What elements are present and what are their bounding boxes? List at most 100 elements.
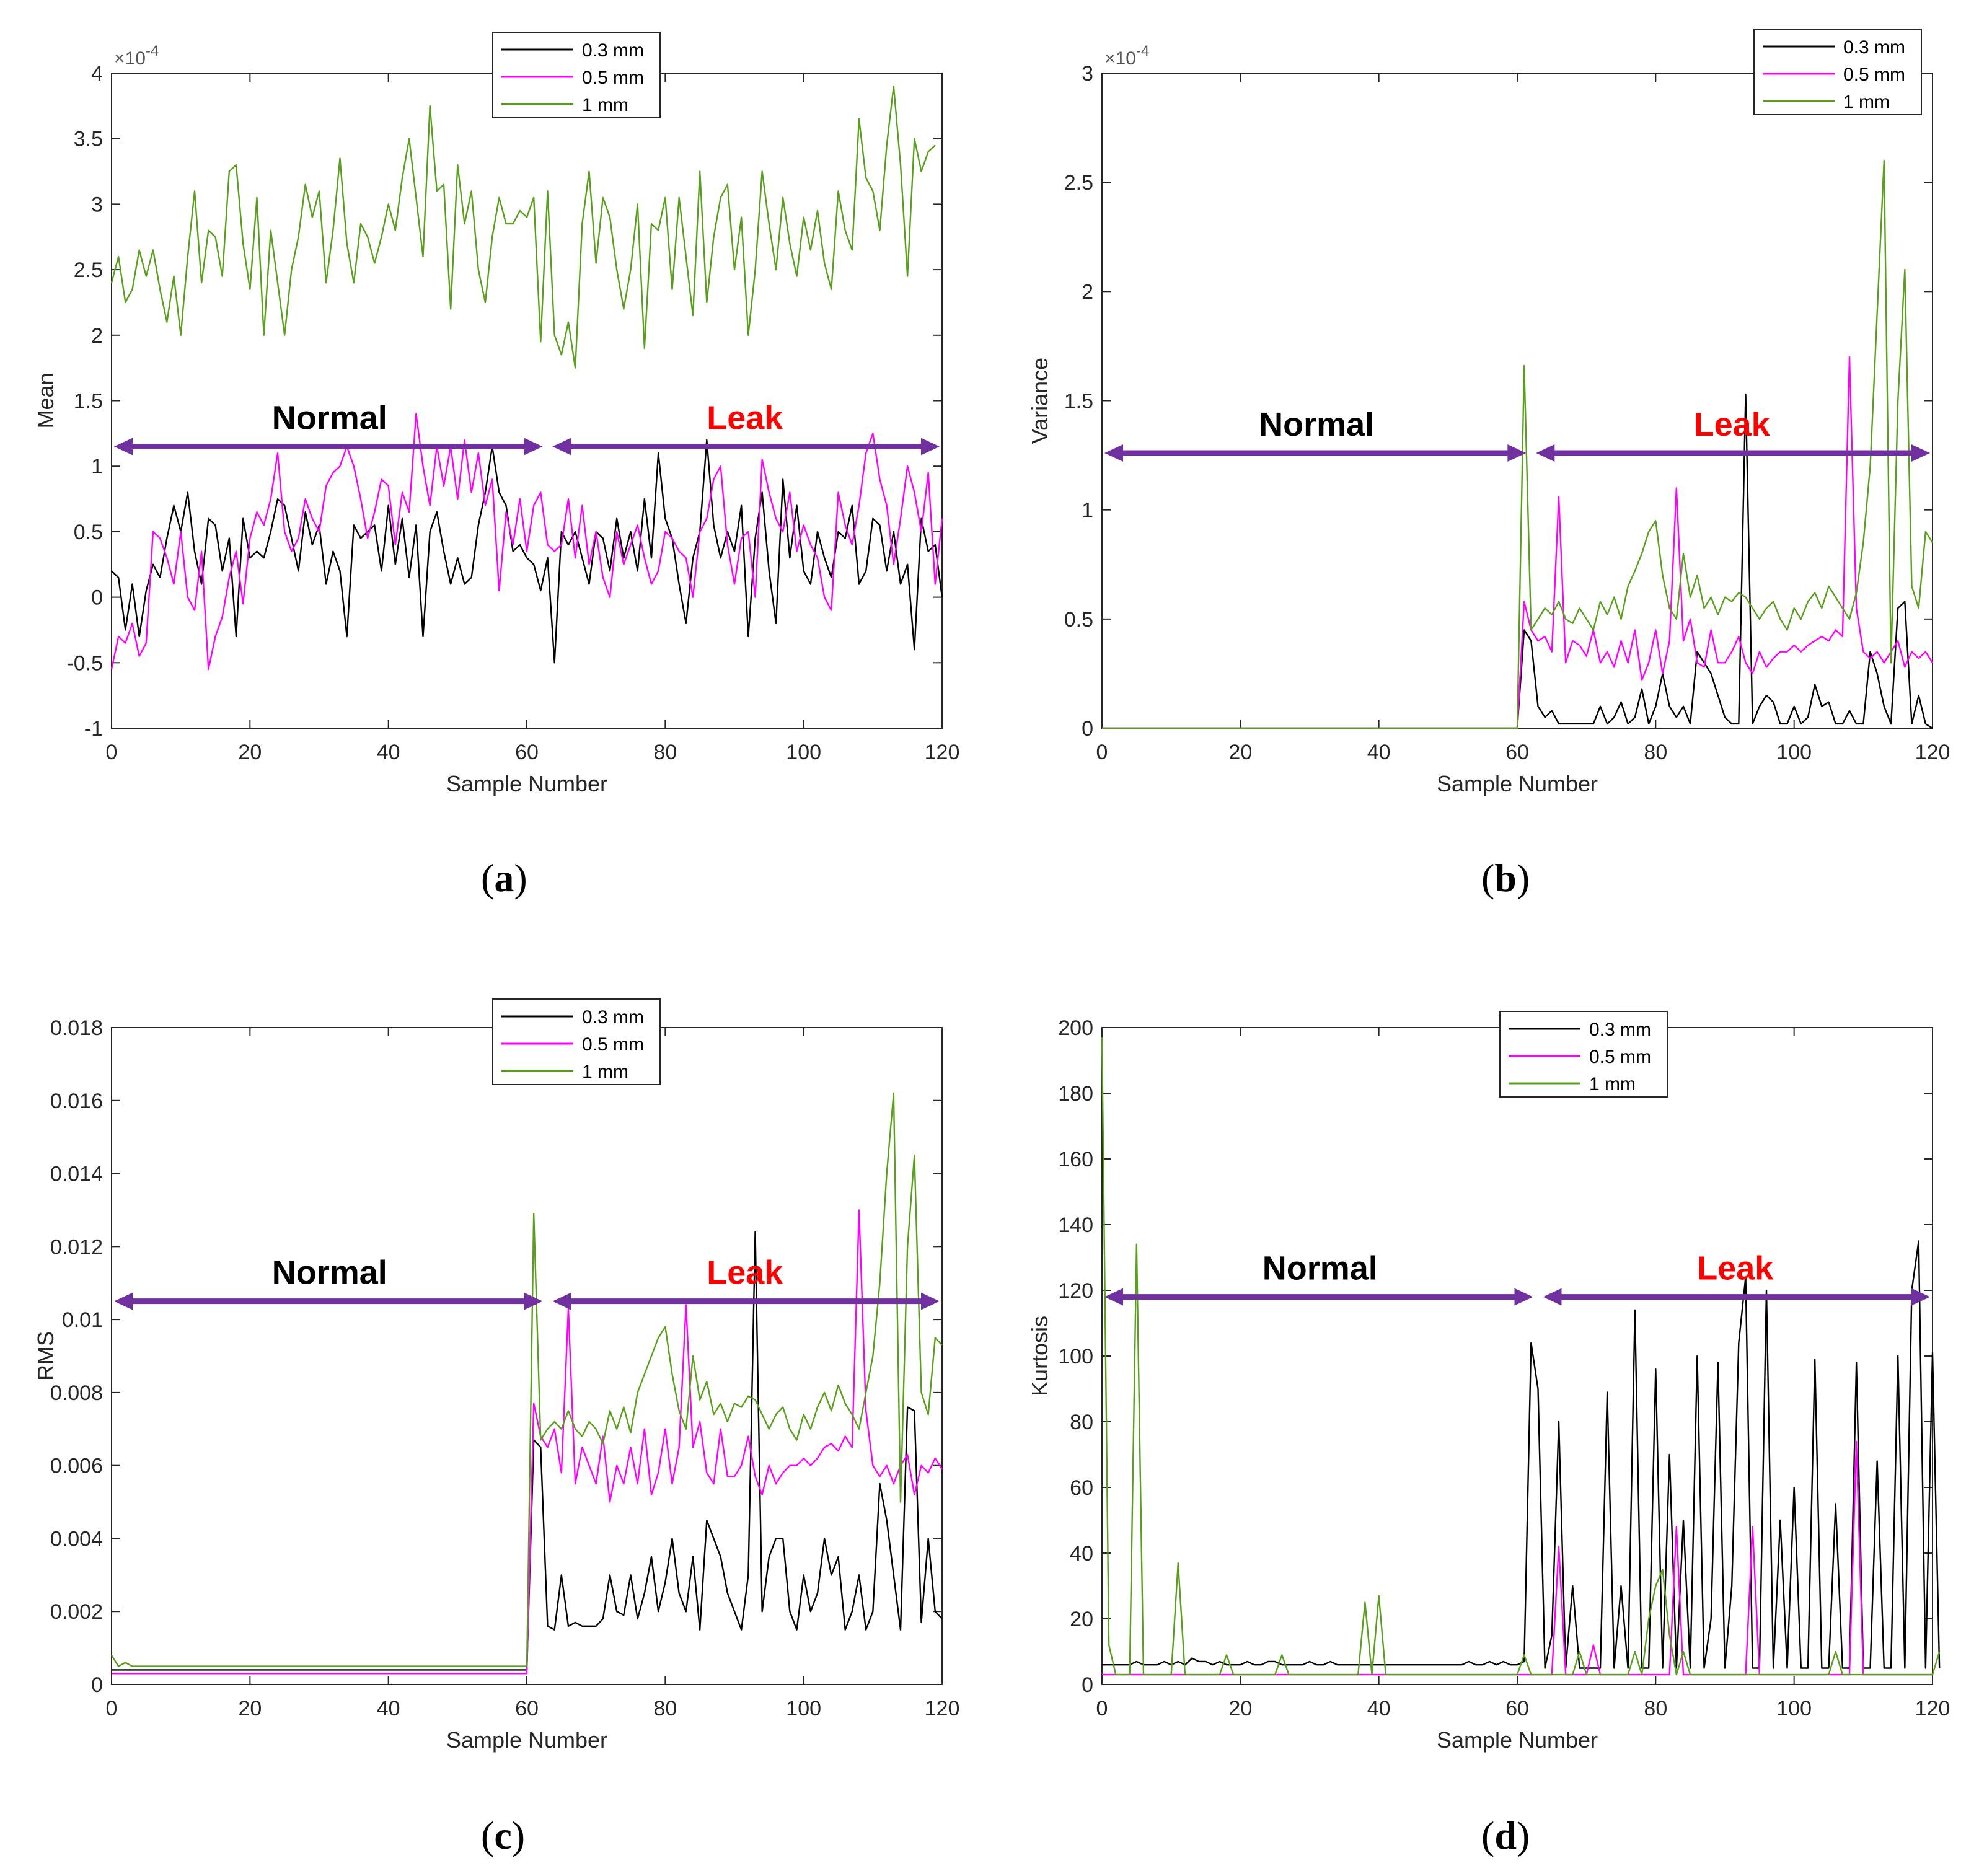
chart-a-plot-area [111,73,943,729]
chart-c-legend-label: 0.3 mm [582,1007,644,1028]
chart-c-y-tick-label: 0.018 [50,1016,103,1040]
chart-b-x-tick-label: 100 [1776,741,1812,764]
chart-a-y-tick-label: 2.5 [74,258,103,282]
chart-b-x-tick-label: 40 [1367,741,1391,764]
chart-c-leak-arrow-head-left [552,1292,571,1310]
chart-a-x-tick-label: 60 [515,741,539,764]
chart-b-exponent-power: -4 [1136,43,1149,59]
chart-b-x-axis-label: Sample Number [1437,771,1598,796]
chart-c-y-axis-label: RMS [33,1331,58,1381]
chart-c-x-tick-label: 20 [238,1697,262,1720]
chart-d-x-axis-label: Sample Number [1437,1727,1598,1753]
panel-label-d: (d) [1481,1813,1530,1857]
chart-a-y-tick-label: 0 [91,586,103,610]
chart-b-normal-region-label: Normal [1259,406,1374,443]
chart-a-y-tick-label: -0.5 [66,651,103,675]
chart-a-x-tick-label: 100 [786,741,821,764]
chart-c-normal-arrow-head-right [524,1292,543,1310]
chart-a-x-axis-label: Sample Number [446,771,607,796]
chart-b-legend-label: 0.3 mm [1843,37,1905,58]
chart-b-x-tick-label: 120 [1915,741,1950,764]
chart-d-y-tick-label: 140 [1058,1213,1093,1237]
chart-d-series-1-mm-line [1101,1037,1941,1676]
chart-c-x-tick-label: 80 [653,1697,677,1720]
chart-d-normal-region-label: Normal [1263,1250,1378,1287]
chart-c-y-tick-label: 0 [91,1673,103,1697]
chart-c-plot-area [111,1027,943,1685]
chart-b-x-tick-label: 0 [1096,741,1108,764]
chart-a-legend-label: 1 mm [582,95,628,115]
chart-c-normal-region-label: Normal [272,1254,387,1292]
chart-b-legend-label: 1 mm [1843,92,1890,112]
chart-d-x-tick-label: 100 [1776,1697,1812,1720]
chart-c-series-1-mm-line [110,1092,943,1667]
chart-b-y-axis-label: Variance [1027,358,1052,444]
chart-c-x-tick-label: 100 [786,1697,821,1720]
chart-d-plot-area [1101,1027,1933,1685]
chart-a-y-tick-label: 3.5 [74,128,103,151]
chart-a-series-0-5-mm-line [110,413,943,671]
chart-b-series-1-mm-line [1102,159,1934,729]
chart-a-y-tick-label: 1 [91,455,103,478]
chart-d-leak-arrow-head-left [1543,1288,1562,1306]
chart-b-y-tick-label: 2 [1082,280,1093,304]
chart-a-series-1-mm-line [110,85,936,369]
chart-d-y-tick-label: 160 [1058,1148,1093,1171]
chart-a-x-tick-label: 80 [653,741,677,764]
chart-d-y-tick-label: 100 [1058,1345,1093,1368]
chart-d-y-tick-label: 60 [1070,1476,1093,1500]
chart-c-y-tick-label: 0.014 [50,1163,103,1186]
chart-c-normal-arrow-head-left [114,1292,133,1310]
chart-b-normal-arrow-head-left [1104,444,1123,462]
chart-a-x-tick-label: 20 [238,741,262,764]
chart-d-legend-label: 0.5 mm [1589,1047,1651,1067]
chart-c-x-tick-label: 120 [925,1697,960,1720]
chart-c-leak-arrow-head-right [921,1292,940,1310]
chart-c-y-tick-label: 0.01 [62,1308,103,1332]
chart-b-plot-area [1101,73,1933,729]
chart-d-y-axis-label: Kurtosis [1027,1316,1052,1396]
chart-d-y-tick-label: 180 [1058,1082,1093,1106]
chart-a-leak-arrow-head-right [921,438,940,456]
chart-a-x-tick-label: 0 [106,741,118,764]
chart-a-normal-region-label: Normal [272,399,387,436]
chart-d-legend-label: 1 mm [1589,1074,1636,1094]
chart-b-y-tick-label: 3 [1082,62,1093,86]
chart-a-y-axis-label: Mean [33,372,58,428]
chart-a-y-tick-label: 4 [91,62,103,86]
panel-label-c: (c) [481,1813,526,1857]
chart-d-y-tick-label: 20 [1070,1608,1093,1631]
chart-d-leak-region-label: Leak [1697,1250,1774,1287]
chart-a-series-0-3-mm-line [111,439,943,664]
chart-b-x-tick-label: 20 [1228,741,1252,764]
chart-a-y-tick-label: 1.5 [74,390,103,413]
chart-c-x-tick-label: 40 [377,1697,400,1720]
chart-d-x-tick-label: 0 [1096,1697,1108,1720]
chart-c-x-tick-label: 60 [515,1697,539,1720]
chart-c-y-tick-label: 0.012 [50,1235,103,1259]
chart-b-normal-arrow-head-right [1507,444,1527,462]
chart-b-legend-label: 0.5 mm [1843,64,1905,85]
chart-a-normal-arrow-head-left [114,438,133,456]
chart-b-leak-arrow-head-left [1536,444,1555,462]
chart-c-y-tick-label: 0.004 [50,1527,103,1551]
chart-c-legend-label: 0.5 mm [582,1034,644,1055]
chart-a-x-tick-label: 40 [377,741,400,764]
chart-c-y-tick-label: 0.016 [50,1090,103,1113]
chart-b-y-tick-label: 0 [1082,717,1093,741]
chart-d-y-tick-label: 200 [1058,1016,1093,1040]
chart-b-x-tick-label: 60 [1505,741,1529,764]
chart-a-leak-region-label: Leak [707,399,783,436]
chart-c-legend-label: 1 mm [582,1062,628,1082]
chart-b-y-tick-label: 0.5 [1064,608,1093,632]
chart-a-y-tick-label: 3 [91,193,103,216]
chart-b-leak-arrow-head-right [1911,444,1930,462]
chart-d-x-tick-label: 120 [1915,1697,1950,1720]
chart-b-leak-region-label: Leak [1694,406,1771,443]
chart-b-x-tick-label: 80 [1644,741,1667,764]
chart-a-exponent-label: ×10-4 [114,43,159,69]
chart-a-exponent-power: -4 [146,43,159,59]
chart-b-y-tick-label: 1 [1082,499,1093,522]
chart-c-y-tick-label: 0.006 [50,1455,103,1478]
chart-b-exponent-label: ×10-4 [1104,43,1149,69]
